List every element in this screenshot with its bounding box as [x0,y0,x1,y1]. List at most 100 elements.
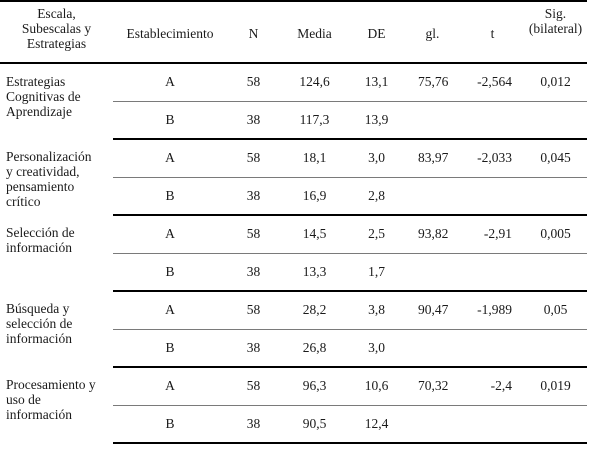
table-row: B 38 13,3 1,7 [0,253,587,292]
n-cell: 38 [227,253,280,292]
scale-label-line: Procesamiento y [6,377,96,392]
de-cell: 10,6 [349,367,404,406]
establishment-cell: B [113,101,227,140]
gl-cell: 70,32 [404,367,461,406]
n-cell: 58 [227,367,280,406]
scale-label: Procesamiento y uso de información [0,367,113,443]
table-row: Procesamiento y uso de información A 58 … [0,367,587,422]
de-cell: 12,4 [349,405,404,444]
header-sig-line: Sig. [544,6,567,21]
scale-label-line: y creatividad, [6,164,80,179]
de-cell: 2,5 [349,215,404,254]
empty-cell [524,253,587,292]
sig-cell: 0,05 [524,291,587,330]
establishment-cell: B [113,253,227,292]
media-cell: 26,8 [280,329,349,368]
media-cell: 90,5 [280,405,349,444]
scale-label-line: crítico [6,194,41,209]
empty-cell [461,405,524,444]
media-cell: 16,9 [280,177,349,216]
empty-cell [461,253,524,292]
header-scale-line: Estrategias [26,36,87,51]
media-cell: 18,1 [280,139,349,178]
scale-label-line: Aprendizaje [6,104,72,119]
table-row: Búsqueda y selección de información A 58… [0,291,587,346]
empty-cell [461,101,524,140]
media-cell: 28,2 [280,291,349,330]
t-cell: -2,564 [461,63,524,102]
header-scale: Escala, Subescalas y Estrategias [0,0,113,64]
n-cell: 38 [227,405,280,444]
gl-cell: 75,76 [404,63,461,102]
empty-cell [524,101,587,140]
table-row: Selección de información A 58 14,5 2,5 9… [0,215,587,255]
scale-label: Selección de información [0,215,113,291]
scale-label: Personalización y creatividad, pensamien… [0,139,113,215]
header-de: DE [349,0,404,64]
media-cell: 14,5 [280,215,349,254]
empty-cell [404,177,461,216]
sig-cell: 0,012 [524,63,587,102]
header-media: Media [280,0,349,64]
n-cell: 38 [227,177,280,216]
header-sig: Sig. (bilateral) [524,0,587,64]
table-row: B 38 117,3 13,9 [0,101,587,140]
t-cell: -1,989 [461,291,524,330]
scale-label: Búsqueda y selección de información [0,291,113,367]
establishment-cell: B [113,329,227,368]
empty-cell [461,329,524,368]
scale-label-line: Búsqueda y [6,301,70,316]
scale-label-line: información [6,240,72,255]
header-establishment: Establecimiento [113,0,227,64]
gl-cell: 90,47 [404,291,461,330]
de-cell: 13,9 [349,101,404,140]
establishment-cell: B [113,177,227,216]
scale-label-line: Personalización [6,149,92,164]
scale-label-line: información [6,331,72,346]
gl-cell: 83,97 [404,139,461,178]
gl-cell: 93,82 [404,215,461,254]
scale-label-line: uso de [6,392,41,407]
de-cell: 3,0 [349,329,404,368]
media-cell: 96,3 [280,367,349,406]
t-cell: -2,91 [461,215,524,254]
empty-cell [461,177,524,216]
sig-cell: 0,019 [524,367,587,406]
establishment-cell: A [113,215,227,254]
establishment-cell: A [113,291,227,330]
sig-cell: 0,005 [524,215,587,254]
establishment-cell: A [113,139,227,178]
t-cell: -2,4 [461,367,524,406]
header-t: t [461,0,524,64]
header-row: Escala, Subescalas y Estrategias Estable… [0,0,587,64]
empty-cell [404,253,461,292]
header-gl: gl. [404,0,461,64]
header-scale-line: Subescalas y [21,21,92,36]
de-cell: 13,1 [349,63,404,102]
establishment-cell: A [113,367,227,406]
establishment-cell: A [113,63,227,102]
scale-label-line: Cognitivas de [6,89,81,104]
table-row: B 38 26,8 3,0 [0,329,587,368]
header-sig-line: (bilateral) [528,21,583,36]
header-scale-line: Escala, [37,6,76,21]
media-cell: 117,3 [280,101,349,140]
empty-cell [524,405,587,444]
empty-cell [404,329,461,368]
header-n: N [227,0,280,64]
n-cell: 38 [227,101,280,140]
de-cell: 1,7 [349,253,404,292]
establishment-cell: B [113,405,227,444]
scale-label-line: información [6,407,72,422]
table-row: Estrategias Cognitivas de Aprendizaje A … [0,63,587,119]
n-cell: 58 [227,291,280,330]
scale-label-line: Selección de [6,225,75,240]
n-cell: 38 [227,329,280,368]
n-cell: 58 [227,139,280,178]
scale-label: Estrategias Cognitivas de Aprendizaje [0,63,113,139]
n-cell: 58 [227,63,280,102]
t-cell: -2,033 [461,139,524,178]
scale-label-line: pensamiento [6,179,75,194]
